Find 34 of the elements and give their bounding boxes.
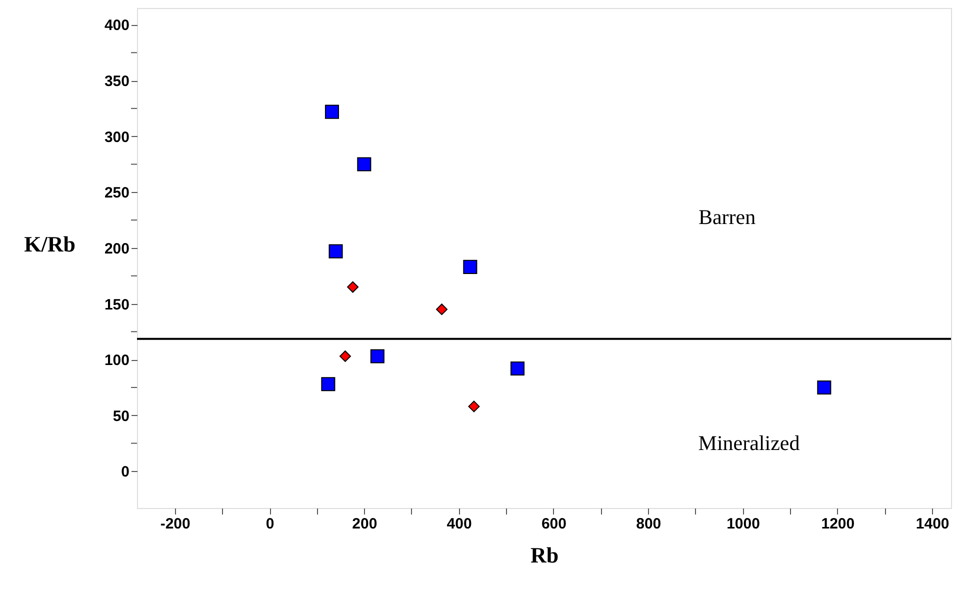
point (463, 260, 478, 274)
y-tick-label: 0 (121, 464, 130, 481)
point (339, 350, 351, 362)
x-tick-label: 800 (636, 516, 662, 532)
point (321, 377, 336, 392)
point (436, 304, 448, 316)
point (510, 361, 525, 376)
x-axis-title: Rb (530, 542, 559, 568)
point (357, 157, 372, 172)
y-axis-title: K/Rb (24, 232, 76, 256)
y-tick-label: 200 (104, 240, 130, 258)
y-tick-label: 100 (104, 352, 130, 370)
annotation: Barren (698, 205, 756, 229)
x-tick-label: 200 (352, 516, 378, 532)
y-tick-label: 50 (112, 408, 130, 425)
x-tick-label: 1400 (916, 516, 950, 532)
x-tick-label: 400 (446, 516, 472, 532)
x-tick-label: -200 (160, 516, 190, 532)
point (370, 349, 384, 364)
annotation: Mineralized (698, 431, 800, 455)
y-tick-label: 250 (104, 184, 130, 202)
x-tick-label: 1000 (726, 516, 760, 532)
y-tick-label: 400 (104, 17, 130, 34)
x-tick-label: 1200 (821, 516, 855, 532)
point (347, 281, 359, 293)
y-tick-label: 350 (104, 73, 130, 90)
y-tick-label: 150 (104, 296, 130, 314)
x-tick-label: 600 (541, 516, 566, 532)
y-tick-label: 300 (104, 128, 130, 146)
point (328, 244, 343, 258)
point (468, 400, 480, 412)
x-tick-label: 0 (266, 516, 274, 532)
point (324, 104, 339, 119)
point (817, 380, 832, 394)
